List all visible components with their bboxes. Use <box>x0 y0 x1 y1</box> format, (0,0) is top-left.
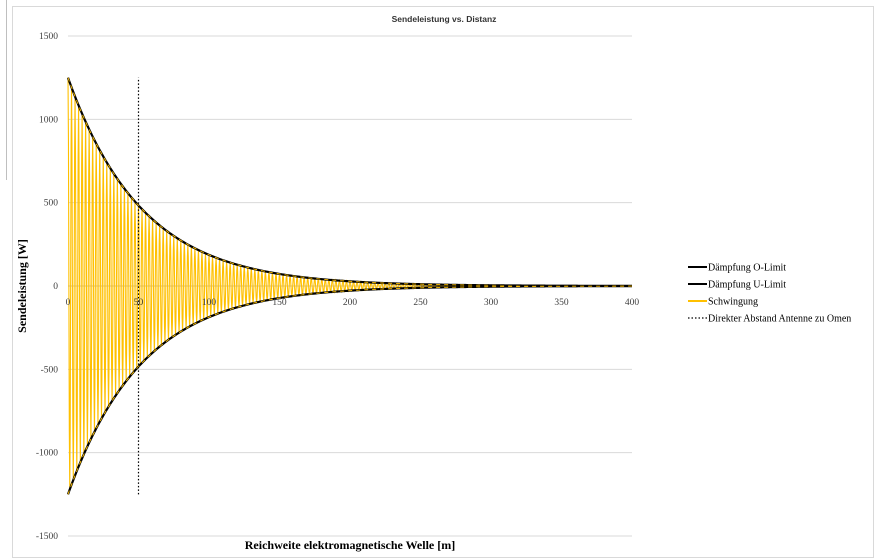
x-tick-label: 200 <box>343 298 358 308</box>
legend-label: Direkter Abstand Antenne zu Omen <box>708 314 851 325</box>
adjacent-cell-border <box>0 0 7 180</box>
x-axis-title: Reichweite elektromagnetische Welle [m] <box>245 538 456 552</box>
y-tick-label: 500 <box>44 199 59 209</box>
series-schwingung <box>67 77 633 490</box>
envelope-overlay <box>67 77 633 287</box>
x-tick-label: 50 <box>134 298 144 308</box>
legend-label: Dämpfung U-Limit <box>708 280 786 291</box>
x-tick-label: 300 <box>484 298 499 308</box>
y-tick-label: -1000 <box>36 449 58 459</box>
plot-series <box>66 77 633 495</box>
x-tick-label: 0 <box>66 298 71 308</box>
y-tick-label: -500 <box>41 365 59 375</box>
envelope-overlay <box>67 285 633 495</box>
series-daempfung-u-limit <box>66 285 633 495</box>
x-tick-label: 400 <box>625 298 640 308</box>
series-daempfung-o-limit <box>66 77 633 287</box>
legend-label: Dämpfung O-Limit <box>708 263 786 274</box>
chart-title: Sendeleistung vs. Distanz <box>392 14 497 24</box>
x-tick-label: 100 <box>202 298 217 308</box>
x-tick-label: 250 <box>413 298 428 308</box>
y-tick-label: 0 <box>53 282 58 292</box>
tick-labels: 1500 1000 500 0 -500 -1000 -1500 0 50 100 150 200 25… <box>36 32 640 542</box>
y-tick-label: -1500 <box>36 532 58 542</box>
x-tick-label: 350 <box>554 298 569 308</box>
y-tick-label: 1500 <box>39 32 58 42</box>
y-axis-title: Sendeleistung [W] <box>15 239 29 333</box>
y-tick-label: 1000 <box>39 115 58 125</box>
x-tick-label: 150 <box>272 298 287 308</box>
legend-label: Schwingung <box>708 297 758 308</box>
legend: Dämpfung O-Limit Dämpfung U-Limit Schwingu… <box>688 263 851 325</box>
